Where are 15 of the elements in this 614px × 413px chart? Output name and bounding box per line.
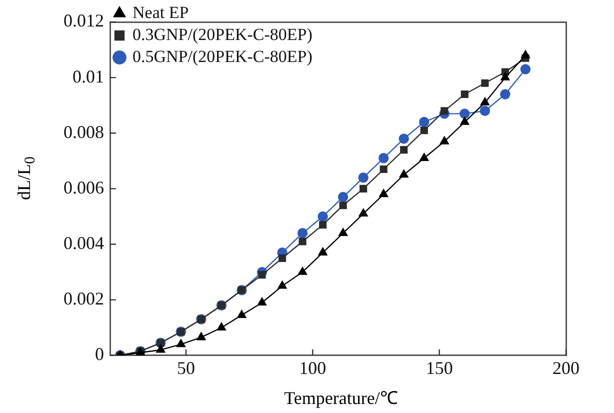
x-tick-label: 50	[177, 358, 195, 378]
x-tick-label: 200	[552, 358, 580, 378]
legend-label: 0.3GNP/(20PEK-C-80EP)	[132, 24, 312, 44]
x-tick-label: 150	[426, 358, 453, 378]
y-tick-label: 0.01	[72, 66, 104, 86]
y-tick-label: 0.002	[64, 288, 104, 309]
x-axis-title: Temperature/℃	[283, 387, 399, 409]
y-tick-label: 0.004	[64, 233, 104, 253]
y-tick-label: 0.012	[64, 10, 104, 31]
y-tick-label: 0	[95, 344, 104, 364]
y-tick-label: 0.006	[64, 177, 104, 198]
legend-label: 0.5GNP/(20PEK-C-80EP)	[132, 46, 312, 66]
legend-label: Neat EP	[132, 2, 189, 22]
y-tick-label: 0.008	[64, 122, 104, 142]
x-tick-label: 100	[299, 358, 326, 378]
